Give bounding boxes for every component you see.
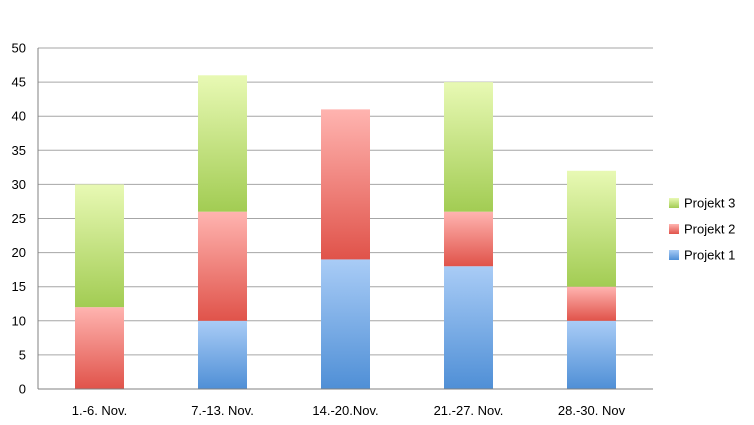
bar-segment-projekt-2 <box>75 307 124 389</box>
x-tick-label: 1.-6. Nov. <box>72 403 127 418</box>
bar-segment-projekt-3 <box>75 184 124 308</box>
legend-label: Projekt 1 <box>684 248 735 263</box>
y-tick-label: 10 <box>12 313 26 328</box>
legend-swatch <box>669 198 679 208</box>
y-tick-label: 40 <box>12 109 26 124</box>
bar-segment-projekt-3 <box>198 75 247 212</box>
bar-segment-projekt-1 <box>321 259 370 389</box>
x-tick-label: 28.-30. Nov <box>558 403 626 418</box>
legend-label: Projekt 2 <box>684 222 735 237</box>
bar-segment-projekt-1 <box>444 266 493 389</box>
legend-swatch <box>669 224 679 234</box>
y-tick-label: 50 <box>12 41 26 56</box>
legend: Projekt 3 Projekt 2 Projekt 1 <box>669 196 735 263</box>
y-tick-label: 20 <box>12 245 26 260</box>
x-tick-label: 21.-27. Nov. <box>434 403 504 418</box>
bar-segment-projekt-3 <box>444 82 493 212</box>
bar-segment-projekt-1 <box>198 320 247 389</box>
legend-label: Projekt 3 <box>684 196 735 211</box>
y-tick-label: 30 <box>12 177 26 192</box>
axes: 0 5 10 15 20 25 30 35 40 45 50 1.-6. Nov. 7.-13. Nov… <box>12 41 653 418</box>
bar-segment-projekt-2 <box>198 211 247 321</box>
bar-segment-projekt-3 <box>567 170 616 287</box>
bar-segment-projekt-2 <box>444 211 493 267</box>
y-tick-label: 25 <box>12 211 26 226</box>
bar-segment-projekt-2 <box>321 109 370 260</box>
y-tick-label: 15 <box>12 279 26 294</box>
bar-segment-projekt-1 <box>567 320 616 389</box>
y-tick-label: 35 <box>12 143 26 158</box>
y-tick-label: 5 <box>19 347 26 362</box>
x-tick-label: 14.-20.Nov. <box>312 403 378 418</box>
bars <box>75 75 616 389</box>
x-tick-label: 7.-13. Nov. <box>191 403 254 418</box>
legend-swatch <box>669 250 679 260</box>
y-tick-label: 0 <box>19 382 26 397</box>
y-tick-label: 45 <box>12 75 26 90</box>
bar-segment-projekt-2 <box>567 286 616 321</box>
